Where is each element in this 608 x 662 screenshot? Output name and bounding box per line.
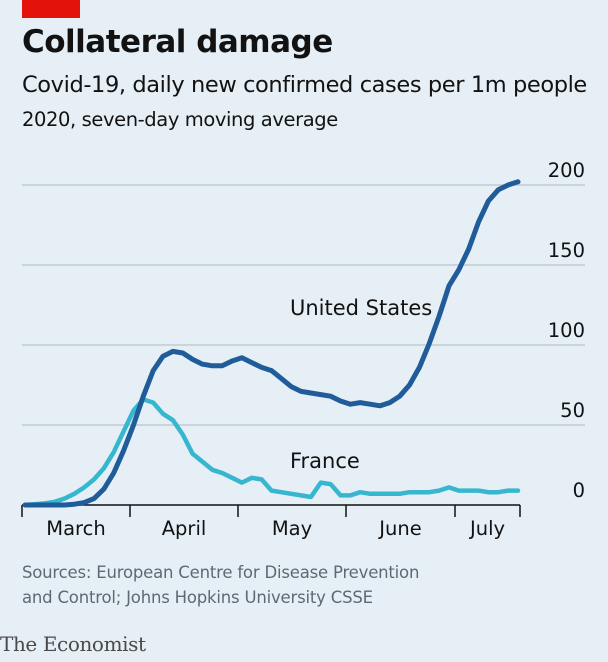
chart-subtitle-secondary: 2020, seven-day moving average <box>22 108 338 131</box>
chart-title: Collateral damage <box>22 24 333 60</box>
y-tick-label-0: 0 <box>573 479 585 502</box>
x-tick-label-may: May <box>272 517 312 540</box>
x-tick-label-june: June <box>377 517 421 540</box>
x-tick-label-march: March <box>46 517 105 540</box>
x-tick-label-april: April <box>162 517 207 540</box>
brand-wordmark: The Economist <box>0 632 146 656</box>
source-note: Sources: European Centre for Disease Pre… <box>22 560 482 610</box>
series-line-france <box>22 397 521 508</box>
y-tick-label-100: 100 <box>548 319 585 342</box>
chart-subtitle: Covid-19, daily new confirmed cases per … <box>22 72 587 98</box>
line-chart: 0 50 100 150 200 March April May June July United … <box>21 159 585 540</box>
series-label-united-states: United States <box>290 296 432 320</box>
series-line-united-states <box>22 179 521 508</box>
y-tick-label-150: 150 <box>548 239 585 262</box>
y-tick-label-50: 50 <box>560 399 585 422</box>
y-tick-label-200: 200 <box>548 159 585 182</box>
source-line-2: and Control; Johns Hopkins University CS… <box>22 588 373 607</box>
brand-red-tag <box>22 0 80 18</box>
x-tick-label-july: July <box>468 517 505 540</box>
source-line-1: Sources: European Centre for Disease Pre… <box>22 563 420 582</box>
series-label-france: France <box>290 449 360 473</box>
